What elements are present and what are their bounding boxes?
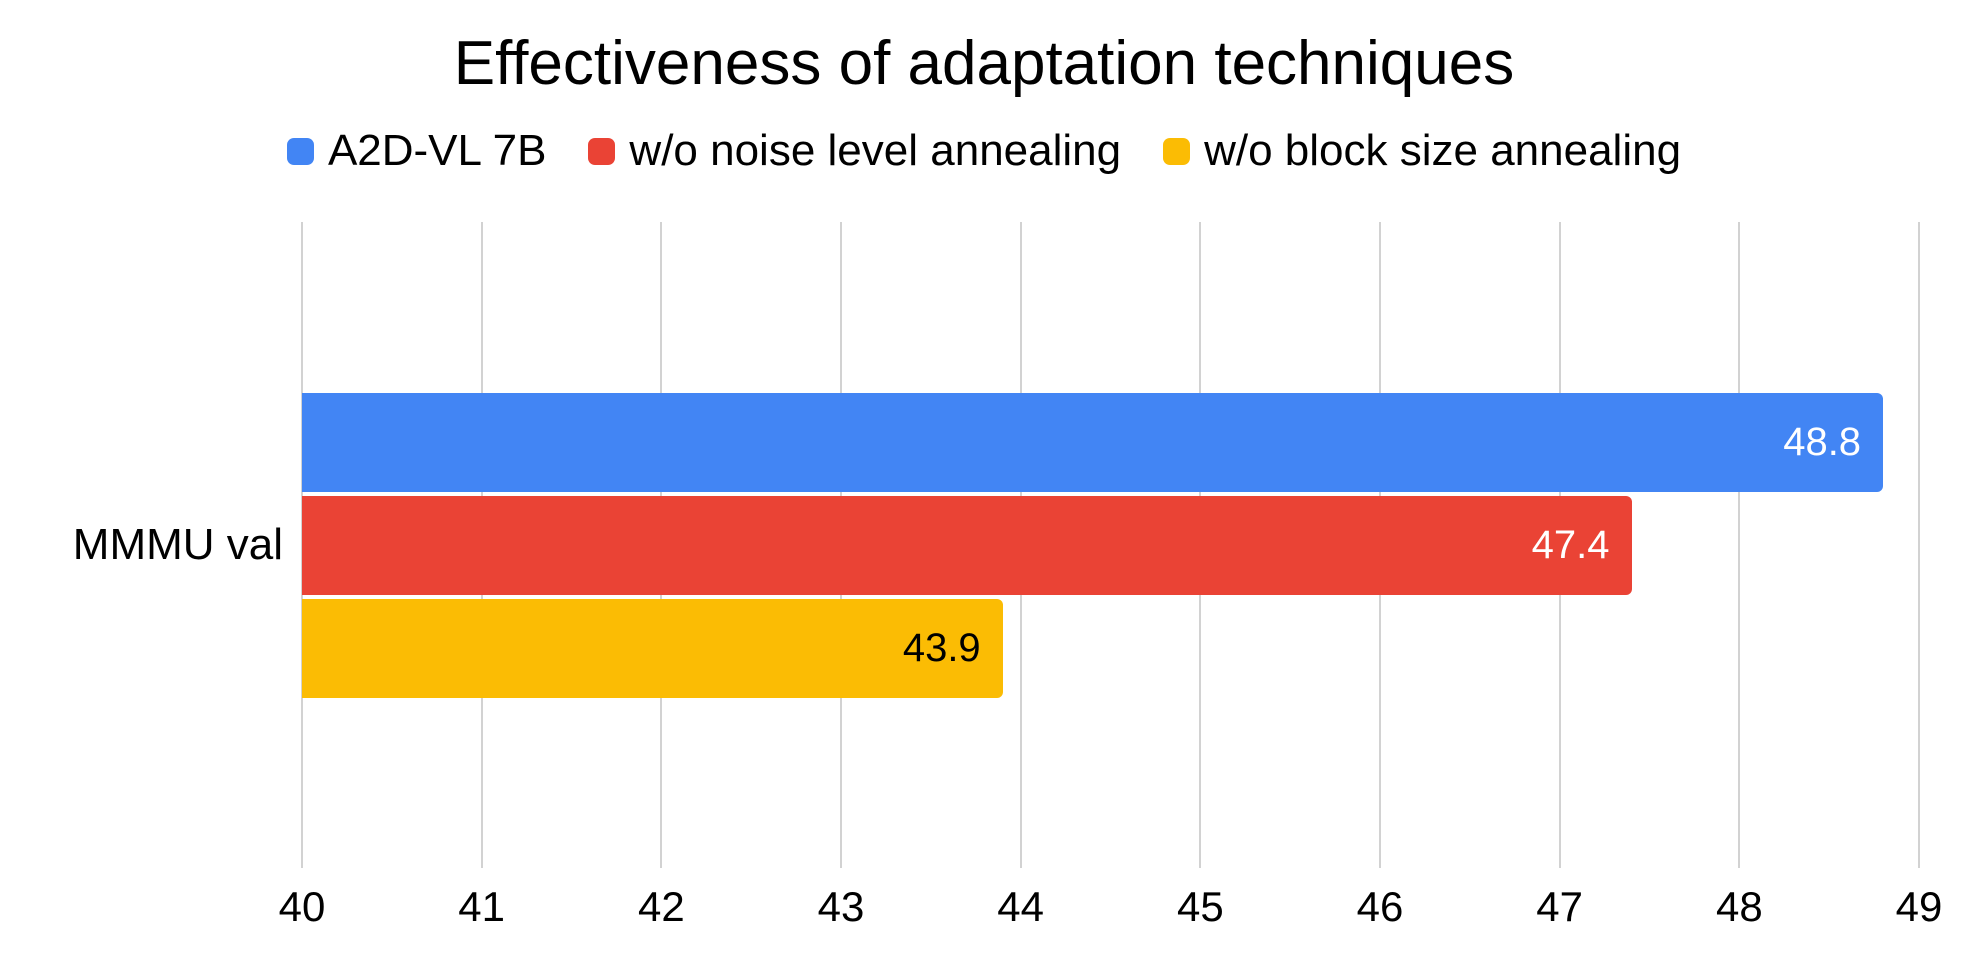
bar-value-label: 43.9 [902,625,981,670]
legend-swatch-icon [588,137,616,165]
x-tick-label-49: 49 [1895,883,1943,930]
legend-item-0[interactable]: A2D-VL 7B [286,126,547,176]
legend-item-1[interactable]: w/o noise level annealing [588,126,1121,176]
legend-item-2[interactable]: w/o block size annealing [1163,126,1681,176]
bar-value-label: 48.8 [1783,419,1862,464]
gridline-49 [1918,222,1920,868]
legend-label: w/o block size annealing [1204,126,1682,175]
x-tick-label-44: 44 [997,883,1045,930]
bar-2-mmmu-val[interactable]: 43.9 [302,598,1003,698]
bar-0-mmmu-val[interactable]: 48.8 [302,392,1884,492]
bar-1-mmmu-val[interactable]: 47.4 [302,495,1632,595]
x-tick-label-48: 48 [1715,883,1763,930]
chart-legend: A2D-VL 7B w/o noise level annealing w/o bl… [0,126,1968,176]
x-tick-label-40: 40 [278,883,326,930]
x-tick-label-41: 41 [458,883,506,930]
chart-title: Effectiveness of adaptation techniques [453,29,1515,98]
legend-swatch-icon [1163,137,1191,165]
x-tick-label-42: 42 [637,883,685,930]
x-tick-label-47: 47 [1536,883,1584,930]
x-tick-label-46: 46 [1356,883,1404,930]
x-tick-label-43: 43 [817,883,865,930]
gridline-48 [1738,222,1741,868]
x-tick-label-45: 45 [1176,883,1224,930]
bar-value-label: 47.4 [1531,522,1610,567]
plot-area: 48.8 47.4 43.9 [301,222,1920,868]
legend-label: w/o noise level annealing [629,126,1122,175]
legend-label: A2D-VL 7B [327,126,547,175]
category-label-mmmu-val: MMMU val [72,520,283,569]
legend-swatch-icon [286,137,314,165]
